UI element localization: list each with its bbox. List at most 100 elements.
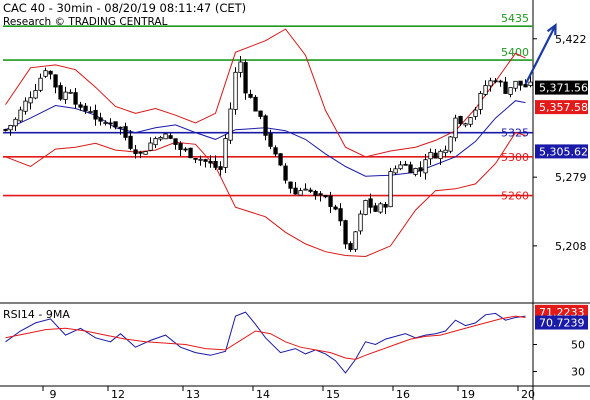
value-tag-bg: [535, 144, 588, 159]
candle-body: [428, 151, 433, 160]
candle: [498, 79, 503, 87]
candle-body: [263, 115, 268, 136]
candle: [243, 59, 248, 100]
candle-body: [293, 187, 298, 195]
candle-body: [313, 190, 318, 196]
candle-body: [83, 105, 88, 112]
price-tick-label: 5,208: [555, 240, 587, 253]
candle: [433, 148, 438, 159]
candle-body: [193, 157, 198, 160]
candle-body: [3, 129, 8, 131]
candle: [108, 118, 113, 129]
candle-body: [8, 125, 13, 131]
day-label: 9: [50, 388, 57, 400]
day-label: 15: [326, 388, 340, 400]
day-label: 16: [396, 388, 410, 400]
candle: [3, 128, 8, 132]
target-arrow-layer: [524, 22, 557, 85]
candle-body: [208, 160, 213, 164]
rsi-tick-label: 30: [571, 366, 585, 379]
candle-body: [158, 136, 163, 140]
candle-body: [93, 110, 98, 120]
candle-body: [63, 91, 68, 100]
candle: [53, 74, 58, 94]
candle-body: [393, 168, 398, 174]
candle: [63, 86, 68, 104]
candle-body: [518, 80, 523, 86]
candle: [393, 165, 398, 175]
rsi-tick-label: 50: [571, 339, 585, 352]
candle: [428, 148, 433, 165]
candle: [133, 145, 138, 159]
candle: [293, 182, 298, 195]
bollinger-lower: [5, 132, 526, 258]
candle: [453, 114, 458, 142]
candle: [128, 130, 133, 151]
candle-body: [78, 104, 83, 108]
candle: [273, 145, 278, 157]
candle-body: [503, 81, 508, 94]
value-tag-label: 5,371.56: [539, 82, 588, 95]
candle-body: [443, 149, 448, 154]
candle: [353, 230, 358, 252]
bollinger-upper: [5, 28, 526, 158]
candle: [388, 167, 393, 208]
candle: [463, 122, 468, 128]
candle: [528, 75, 533, 88]
candle-body: [303, 188, 308, 191]
candle-body: [163, 133, 168, 140]
candle-body: [523, 84, 528, 88]
candle: [478, 91, 483, 115]
candle-body: [258, 110, 263, 117]
candle-body: [28, 97, 33, 104]
candle: [93, 104, 98, 126]
candle: [303, 183, 308, 191]
axis-layer: 5,422 5,279 5,208 50 30 9 12 13 14 15 16 19 20: [42, 33, 587, 400]
candle: [113, 121, 118, 130]
rsi-series-rsi14: [5, 311, 526, 374]
bollinger-middle: [5, 100, 526, 177]
rsi-series-9ma: [5, 315, 526, 360]
candle-body: [388, 171, 393, 208]
candle-body: [338, 208, 343, 222]
candle: [103, 120, 108, 126]
value-tag-bg: [535, 100, 588, 115]
candle: [68, 89, 73, 94]
level-label-5400: 5400: [501, 46, 529, 59]
candle: [518, 80, 523, 91]
candle: [193, 157, 198, 164]
candle-body: [368, 198, 373, 208]
candle-body: [423, 159, 428, 174]
candle: [13, 117, 18, 132]
value-tag: 70.7239: [535, 315, 588, 330]
candle-body: [228, 108, 233, 141]
candle-body: [178, 143, 183, 150]
candle: [73, 87, 78, 109]
candle-body: [68, 91, 73, 94]
candle-body: [273, 147, 278, 155]
candle: [233, 67, 238, 115]
candle-body: [418, 167, 423, 172]
candle: [383, 202, 388, 214]
candle: [338, 203, 343, 226]
candle: [208, 155, 213, 168]
candle: [333, 204, 338, 211]
value-tag-bg: [535, 315, 588, 330]
candle-body: [183, 148, 188, 151]
candle: [288, 181, 293, 194]
candle: [343, 219, 348, 249]
candle: [183, 147, 188, 153]
candle-body: [268, 133, 273, 147]
candle: [163, 132, 168, 140]
candle: [118, 126, 123, 135]
candle-body: [283, 165, 288, 181]
candle: [438, 149, 443, 166]
candle: [263, 114, 268, 141]
candle: [168, 132, 173, 140]
candle-body: [13, 118, 18, 127]
candle-body: [143, 151, 148, 155]
candle: [283, 163, 288, 184]
candle: [513, 80, 518, 92]
value-tag-label: 5,305.62: [539, 145, 588, 158]
